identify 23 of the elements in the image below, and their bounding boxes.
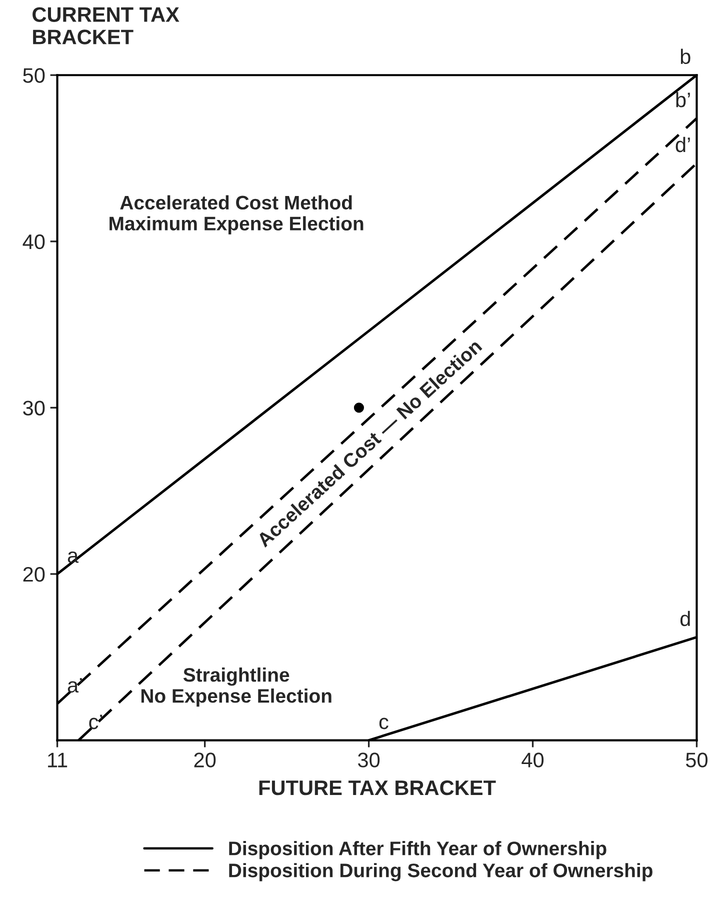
x-axis-title: FUTURE TAX BRACKET <box>259 780 496 796</box>
annotation: b <box>680 48 690 64</box>
x-tick-label: 11 <box>48 752 68 768</box>
annotation: c’ <box>89 714 102 730</box>
annotation: b’ <box>676 92 690 108</box>
y-tick-label: 50 <box>23 68 45 83</box>
legend-label: Disposition After Fifth Year of Ownership <box>229 841 606 860</box>
x-tick-label: 40 <box>522 752 544 768</box>
legend-label: Disposition During Second Year of Ownership <box>229 863 652 882</box>
x-tick-label: 20 <box>194 752 216 768</box>
y-tick-label: 40 <box>22 234 45 250</box>
y-axis-title: CURRENT TAX BRACKET <box>32 7 180 44</box>
annotation: Straightline No Expense Election <box>141 668 332 707</box>
annotation: d’ <box>676 136 690 152</box>
y-tick-label: 30 <box>23 400 45 416</box>
x-tick-label: 30 <box>358 752 380 768</box>
x-tick-label: 50 <box>686 752 708 768</box>
annotation: d <box>680 610 690 626</box>
annotation: a’ <box>68 678 82 693</box>
annotation: Accelerated Cost Method Maximum Expense Election <box>110 195 364 234</box>
annotation: a <box>68 552 79 563</box>
annotation: c <box>379 718 388 730</box>
y-tick-label: 20 <box>23 567 45 582</box>
